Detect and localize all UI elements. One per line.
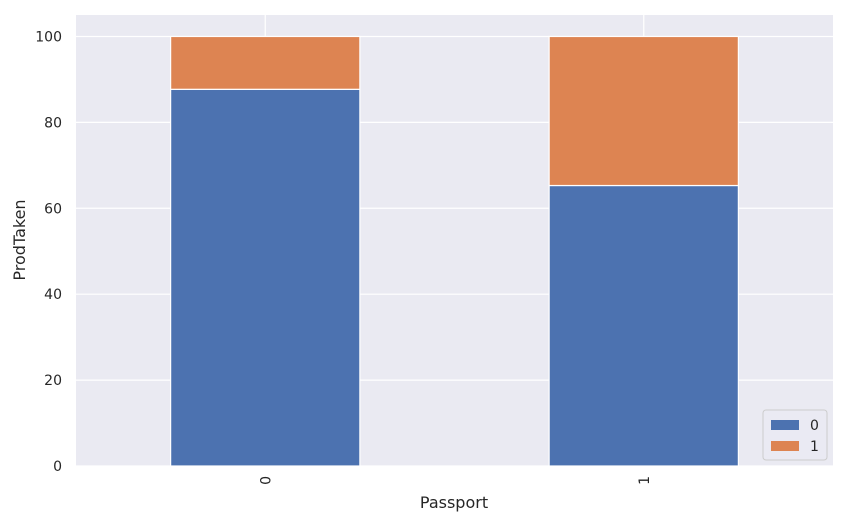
bar-segment-1-series-1 [548, 35, 739, 187]
y-tick-label: 20 [44, 373, 62, 389]
y-tick-label: 60 [44, 201, 62, 217]
y-tick-label: 40 [44, 287, 62, 303]
y-tick-label: 0 [53, 459, 62, 475]
y-axis-title: ProdTaken [10, 199, 29, 280]
y-tick-labels: 0 20 40 60 80 100 [35, 29, 62, 475]
y-tick-label: 100 [35, 29, 62, 45]
bar-segment-0-series-0 [170, 88, 361, 467]
bars [170, 35, 739, 467]
x-tick-label: 1 [637, 476, 653, 485]
legend-swatch [771, 441, 799, 451]
legend-label: 0 [810, 418, 819, 434]
legend-swatch [771, 420, 799, 430]
legend: 01 [762, 409, 828, 461]
bar-segment-1-series-0 [548, 184, 739, 467]
legend-label: 1 [810, 439, 819, 455]
x-axis-title: Passport [420, 493, 488, 512]
bar-segment-0-series-1 [170, 35, 361, 90]
y-tick-label: 80 [44, 115, 62, 131]
x-tick-label: 0 [258, 476, 274, 485]
